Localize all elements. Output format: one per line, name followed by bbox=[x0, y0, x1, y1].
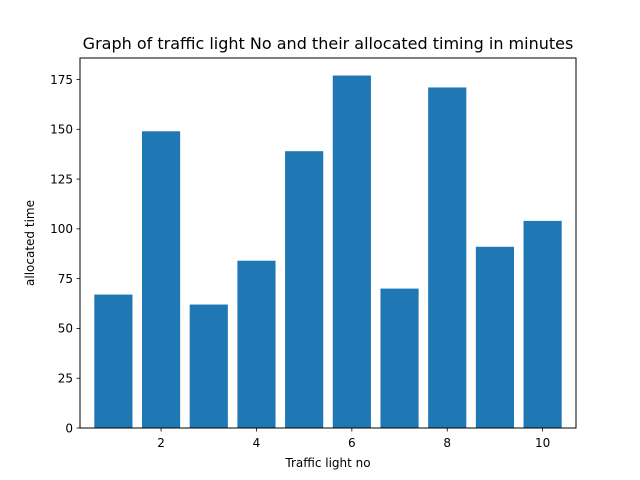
x-tick-label: 6 bbox=[348, 436, 356, 450]
y-tick-label: 175 bbox=[50, 73, 73, 87]
bar-6 bbox=[332, 75, 371, 428]
bar-4 bbox=[237, 260, 276, 428]
x-tick-label: 10 bbox=[535, 436, 550, 450]
x-tick-label: 4 bbox=[253, 436, 261, 450]
y-tick-label: 150 bbox=[50, 123, 73, 137]
y-tick-label: 100 bbox=[50, 222, 73, 236]
y-ticks-group: 0 25 50 75 100 125 150 175 bbox=[50, 73, 80, 435]
bar-1 bbox=[94, 294, 133, 428]
chart-title: Graph of traffic light No and their allo… bbox=[83, 34, 574, 53]
x-ticks-group: 2 4 6 8 10 bbox=[157, 428, 550, 450]
bar-9 bbox=[475, 246, 514, 428]
bar-2 bbox=[142, 131, 181, 429]
y-tick-label: 125 bbox=[50, 172, 73, 186]
x-axis-label: Traffic light no bbox=[284, 456, 370, 470]
y-tick-label: 75 bbox=[58, 272, 73, 286]
x-tick-label: 8 bbox=[443, 436, 451, 450]
bars-group bbox=[94, 75, 562, 429]
y-tick-label: 0 bbox=[65, 421, 73, 435]
bar-10 bbox=[523, 220, 562, 428]
bar-5 bbox=[285, 151, 324, 428]
bar-3 bbox=[189, 304, 228, 428]
y-tick-label: 25 bbox=[58, 372, 73, 386]
plot-frame bbox=[79, 57, 577, 429]
y-tick-label: 50 bbox=[58, 322, 73, 336]
y-axis-label: allocated time bbox=[23, 200, 37, 286]
x-tick-label: 2 bbox=[157, 436, 165, 450]
bar-8 bbox=[428, 87, 467, 429]
bar-7 bbox=[380, 288, 419, 428]
